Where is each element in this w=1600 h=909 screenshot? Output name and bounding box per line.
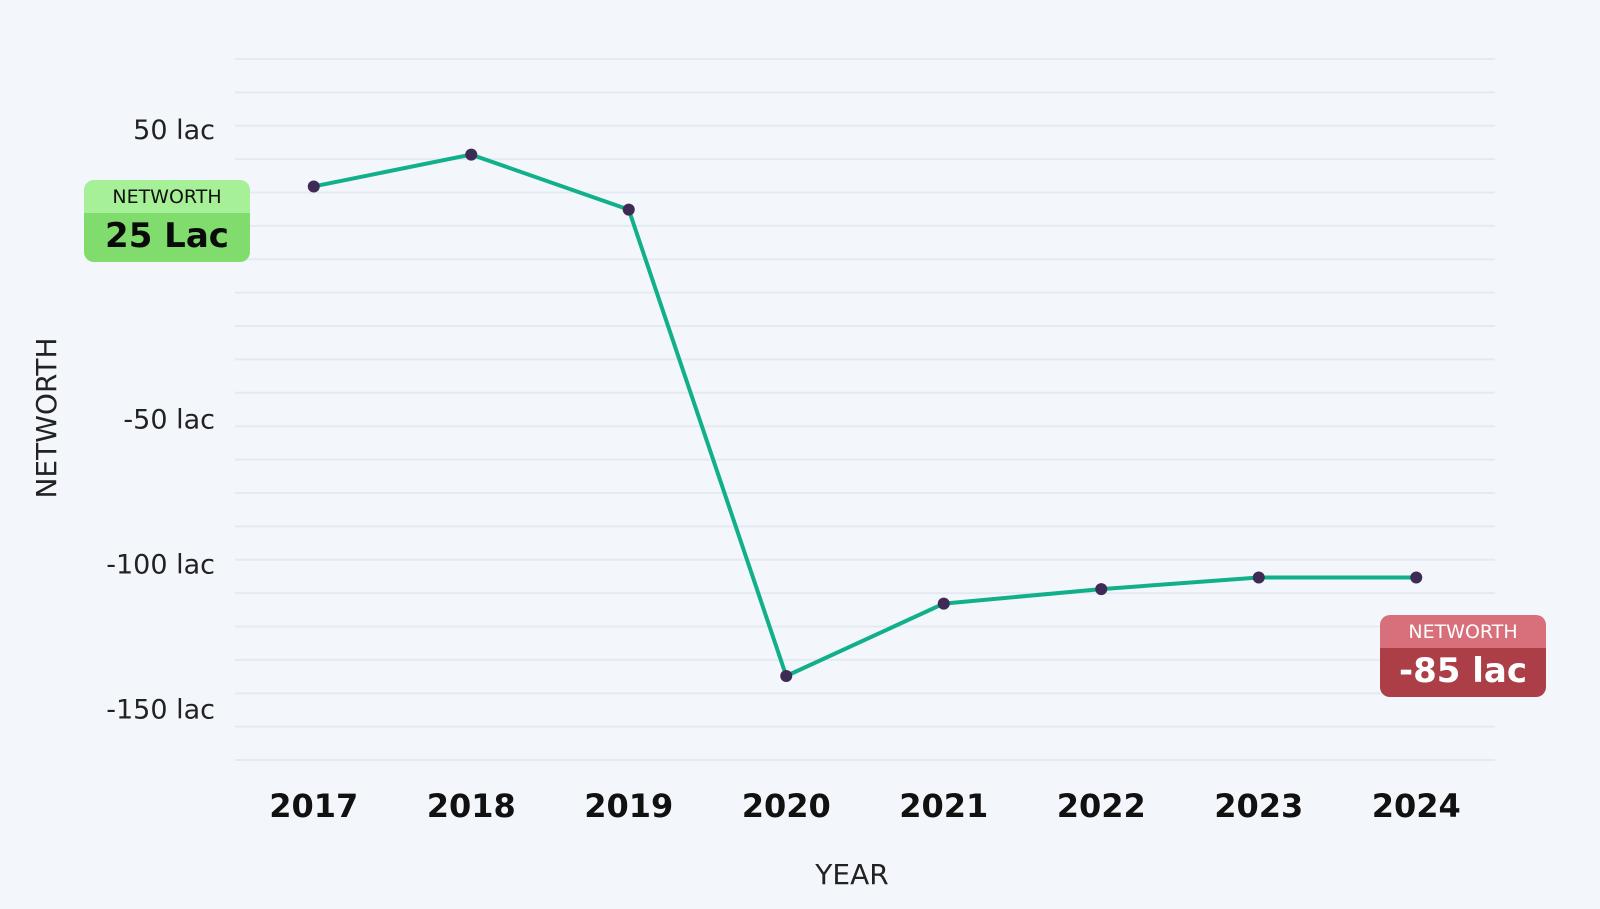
y-tick-label: -150 lac — [106, 694, 215, 725]
data-point — [1095, 583, 1108, 596]
x-tick-label: 2019 — [584, 787, 673, 825]
data-point — [1252, 571, 1265, 584]
x-tick-label: 2021 — [899, 787, 988, 825]
data-point — [780, 669, 793, 682]
callout-label: NETWORTH — [84, 180, 250, 213]
y-tick-label: 50 lac — [133, 115, 215, 146]
x-tick-label: 2018 — [427, 787, 516, 825]
end-callout: NETWORTH -85 lac — [1380, 615, 1546, 697]
data-point — [622, 203, 635, 216]
x-tick-label: 2022 — [1057, 787, 1146, 825]
start-callout: NETWORTH 25 Lac — [84, 180, 250, 262]
x-tick-label: 2017 — [269, 787, 358, 825]
callout-label: NETWORTH — [1380, 615, 1546, 648]
x-tick-label: 2024 — [1372, 787, 1461, 825]
data-point — [307, 180, 320, 193]
callout-value: -85 lac — [1380, 648, 1546, 697]
data-point — [465, 148, 478, 161]
series-line — [313, 152, 1417, 678]
x-axis-title: YEAR — [814, 858, 888, 891]
y-tick-label: -50 lac — [123, 405, 215, 436]
x-tick-label: 2020 — [742, 787, 831, 825]
y-tick-label: -100 lac — [106, 549, 215, 580]
callout-value: 25 Lac — [84, 213, 250, 262]
data-point — [1410, 571, 1423, 584]
y-axis-title: NETWORTH — [30, 337, 63, 498]
x-tick-label: 2023 — [1214, 787, 1303, 825]
data-point — [937, 597, 950, 610]
